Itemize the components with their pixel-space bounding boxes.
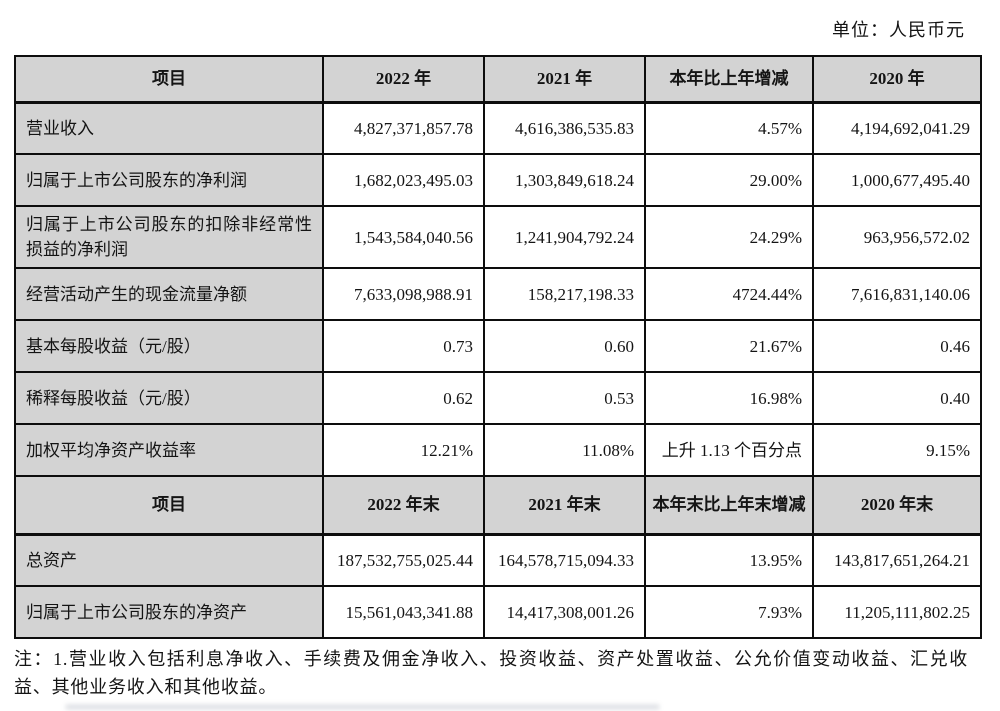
row-net-profit: 归属于上市公司股东的净利润 1,682,023,495.03 1,303,849… <box>14 153 982 207</box>
value-2021: 0.60 <box>483 319 646 373</box>
row-operating-revenue: 营业收入 4,827,371,857.78 4,616,386,535.83 4… <box>14 101 982 155</box>
value-2020: 7,616,831,140.06 <box>812 267 982 321</box>
value-change: 上升 1.13 个百分点 <box>644 423 814 477</box>
value-2022: 15,561,043,341.88 <box>322 585 485 639</box>
financial-summary-table: 项目 2022 年 2021 年 本年比上年增减 2020 年 营业收入 4,8… <box>14 55 982 639</box>
value-change: 16.98% <box>644 371 814 425</box>
annual-header-row: 项目 2022 年 2021 年 本年比上年增减 2020 年 <box>14 55 982 104</box>
item-cell: 加权平均净资产收益率 <box>14 423 324 477</box>
item-cell: 归属于上市公司股东的净资产 <box>14 585 324 639</box>
header-item-label: 项目 <box>14 475 324 536</box>
row-operating-cash-flow: 经营活动产生的现金流量净额 7,633,098,988.91 158,217,1… <box>14 267 982 321</box>
value-2022: 187,532,755,025.44 <box>322 533 485 587</box>
value-2022: 0.73 <box>322 319 485 373</box>
value-2022: 7,633,098,988.91 <box>322 267 485 321</box>
item-cell: 总资产 <box>14 533 324 587</box>
value-change: 4.57% <box>644 101 814 155</box>
cutoff-next-line-artifact <box>65 704 660 710</box>
value-2021: 14,417,308,001.26 <box>483 585 646 639</box>
note-text: 注：1.营业收入包括利息净收入、手续费及佣金净收入、投资收益、资产处置收益、公允… <box>14 649 968 697</box>
value-change: 21.67% <box>644 319 814 373</box>
item-cell: 归属于上市公司股东的扣除非经常性损益的净利润 <box>14 205 324 269</box>
value-2021: 1,241,904,792.24 <box>483 205 646 269</box>
value-2020: 4,194,692,041.29 <box>812 101 982 155</box>
value-2022: 1,543,584,040.56 <box>322 205 485 269</box>
value-2021: 4,616,386,535.83 <box>483 101 646 155</box>
row-diluted-eps: 稀释每股收益（元/股） 0.62 0.53 16.98% 0.40 <box>14 371 982 425</box>
value-change: 24.29% <box>644 205 814 269</box>
value-change: 7.93% <box>644 585 814 639</box>
item-cell: 稀释每股收益（元/股） <box>14 371 324 425</box>
header-yoy-change: 本年比上年增减 <box>644 55 814 104</box>
header-yearend-change: 本年末比上年末增减 <box>644 475 814 536</box>
row-basic-eps: 基本每股收益（元/股） 0.73 0.60 21.67% 0.46 <box>14 319 982 373</box>
row-total-assets: 总资产 187,532,755,025.44 164,578,715,094.3… <box>14 533 982 587</box>
value-2021: 0.53 <box>483 371 646 425</box>
item-cell: 营业收入 <box>14 101 324 155</box>
item-cell: 基本每股收益（元/股） <box>14 319 324 373</box>
value-2021: 158,217,198.33 <box>483 267 646 321</box>
value-2020: 1,000,677,495.40 <box>812 153 982 207</box>
header-2020-end: 2020 年末 <box>812 475 982 536</box>
value-2020: 963,956,572.02 <box>812 205 982 269</box>
item-cell: 经营活动产生的现金流量净额 <box>14 267 324 321</box>
value-2022: 0.62 <box>322 371 485 425</box>
row-net-profit-excl-nonrecurring: 归属于上市公司股东的扣除非经常性损益的净利润 1,543,584,040.56 … <box>14 205 982 269</box>
value-2020: 0.40 <box>812 371 982 425</box>
header-2022: 2022 年 <box>322 55 485 104</box>
value-change: 29.00% <box>644 153 814 207</box>
value-2020: 143,817,651,264.21 <box>812 533 982 587</box>
value-change: 4724.44% <box>644 267 814 321</box>
row-net-assets: 归属于上市公司股东的净资产 15,561,043,341.88 14,417,3… <box>14 585 982 639</box>
value-2021: 1,303,849,618.24 <box>483 153 646 207</box>
item-cell: 归属于上市公司股东的净利润 <box>14 153 324 207</box>
value-2020: 11,205,111,802.25 <box>812 585 982 639</box>
value-2022: 1,682,023,495.03 <box>322 153 485 207</box>
value-change: 13.95% <box>644 533 814 587</box>
header-2022-end: 2022 年末 <box>322 475 485 536</box>
value-2022: 12.21% <box>322 423 485 477</box>
header-2020: 2020 年 <box>812 55 982 104</box>
value-2020: 9.15% <box>812 423 982 477</box>
header-2021: 2021 年 <box>483 55 646 104</box>
header-item-label: 项目 <box>14 55 324 104</box>
yearend-header-row: 项目 2022 年末 2021 年末 本年末比上年末增减 2020 年末 <box>14 475 982 536</box>
header-2021-end: 2021 年末 <box>483 475 646 536</box>
value-2022: 4,827,371,857.78 <box>322 101 485 155</box>
value-2021: 164,578,715,094.33 <box>483 533 646 587</box>
row-weighted-avg-roe: 加权平均净资产收益率 12.21% 11.08% 上升 1.13 个百分点 9.… <box>14 423 982 477</box>
unit-label: 单位：人民币元 <box>832 20 965 40</box>
value-2021: 11.08% <box>483 423 646 477</box>
value-2020: 0.46 <box>812 319 982 373</box>
